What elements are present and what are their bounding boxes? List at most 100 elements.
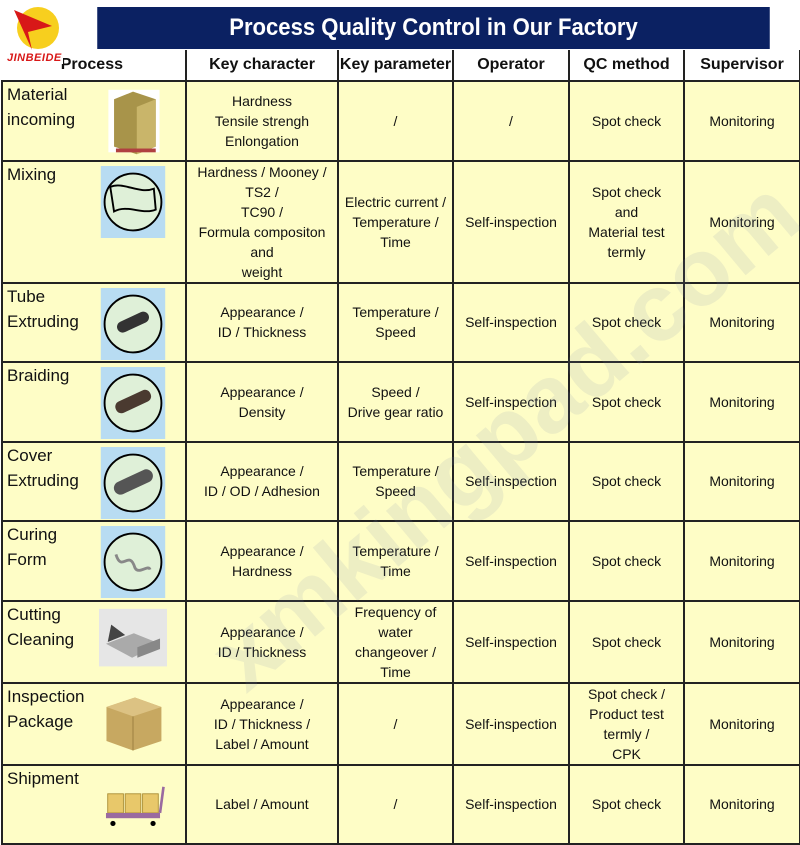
operator-line: Self-inspection: [465, 213, 557, 230]
key-parameter-line: /: [393, 112, 398, 129]
key-character-line: Appearance /: [220, 383, 304, 400]
qc-method-cell: Spot check: [568, 281, 685, 363]
qc-method-line: Spot check: [591, 633, 662, 650]
key-character-cell: Appearance / Density: [185, 361, 339, 443]
key-parameter-cell: Temperature / Time: [337, 520, 454, 602]
key-parameter-line: Time: [380, 663, 411, 680]
key-character-cell: Appearance / ID / OD / Adhesion: [185, 440, 339, 522]
operator-cell: Self-inspection: [452, 281, 570, 363]
key-parameter-line: Temperature /: [352, 304, 439, 321]
key-character-line: Tensile strengh: [214, 112, 310, 129]
pallet-boxes-icon: [108, 89, 160, 155]
table-row: Mixing Hardness / Mooney / TS2 / TC90 / For…: [1, 159, 800, 284]
tube-icon: [100, 287, 166, 360]
key-character-cell: Hardness Tensile strengh Enlongation: [185, 80, 339, 162]
qc-method-cell: Spot check: [568, 763, 685, 845]
key-parameter-line: Temperature /: [352, 213, 439, 230]
operator-cell: Self-inspection: [452, 681, 570, 766]
process-cell: Mixing: [1, 159, 187, 284]
operator-line: Self-inspection: [465, 633, 557, 650]
key-character-line: Appearance /: [220, 623, 304, 640]
qc-method-line: CPK: [612, 745, 641, 762]
process-cell: Shipment: [1, 763, 187, 845]
key-character-line: Label / Amount: [215, 796, 309, 813]
table-row: Shipment Label / Amount / Self-inspection Sp…: [1, 763, 800, 845]
key-character-line: ID / Thickness: [217, 324, 307, 341]
qc-method-cell: Spot check: [568, 440, 685, 522]
operator-cell: Self-inspection: [452, 159, 570, 284]
supervisor-cell: Monitoring: [683, 281, 800, 363]
key-character-cell: Appearance / ID / Thickness / Label / Amou…: [185, 681, 339, 766]
key-parameter-cell: Temperature / Speed: [337, 281, 454, 363]
key-character-line: Appearance /: [220, 304, 304, 321]
header-supervisor: Supervisor: [683, 50, 800, 82]
process-name: Cover Extruding: [7, 445, 79, 490]
key-parameter-line: Time: [380, 562, 411, 579]
supervisor-cell: Monitoring: [683, 763, 800, 845]
header-row: Process Key character Key parameter Oper…: [2, 50, 800, 82]
key-character-line: Appearance /: [220, 542, 304, 559]
process-name: Material incoming: [7, 85, 76, 129]
logo-text: JINBEIDE: [6, 52, 63, 64]
operator-line: Self-inspection: [465, 393, 557, 410]
cutter-icon: [99, 608, 167, 666]
qc-method-line: and: [614, 203, 639, 220]
carton-box-icon: [106, 696, 162, 751]
key-character-line: Appearance /: [220, 695, 304, 712]
qc-method-line: Material test termly: [588, 223, 665, 260]
process-cell: Cutting Cleaning: [1, 599, 187, 684]
supervisor-cell: Monitoring: [683, 159, 800, 284]
key-parameter-line: Speed: [375, 483, 416, 500]
qc-method-line: Spot check: [591, 473, 662, 490]
qc-method-cell: Spot check: [568, 520, 685, 602]
table-row: Curing Form Appearance / Hardness Temperatu…: [1, 520, 800, 602]
key-character-line: Appearance /: [220, 463, 304, 480]
key-character-line: Enlongation: [225, 132, 299, 149]
process-name: Shipment: [7, 768, 79, 788]
key-parameter-line: Electric current /: [344, 193, 447, 210]
key-character-cell: Appearance / Hardness: [185, 520, 339, 602]
operator-cell: /: [452, 80, 570, 162]
key-character-line: Hardness: [232, 92, 292, 109]
header-key-character: Key character: [185, 50, 339, 82]
header-qc-method: QC method: [568, 50, 685, 82]
key-character-cell: Label / Amount: [185, 763, 339, 845]
operator-line: Self-inspection: [465, 796, 557, 813]
key-parameter-line: Time: [380, 233, 411, 250]
supervisor-cell: Monitoring: [683, 361, 800, 443]
process-cell: Inspection Package: [1, 681, 187, 766]
operator-cell: Self-inspection: [452, 520, 570, 602]
key-parameter-cell: /: [337, 80, 454, 162]
key-character-cell: Hardness / Mooney / TS2 / TC90 / Formula c…: [185, 159, 339, 284]
header-key-parameter: Key parameter: [337, 50, 454, 82]
table-row: Tube Extruding Appearance / ID / Thickness…: [1, 281, 800, 363]
key-parameter-cell: Frequency of water changeover / Time: [337, 599, 454, 684]
header-operator: Operator: [452, 50, 570, 82]
supervisor-cell: Monitoring: [683, 80, 800, 162]
qc-method-cell: Spot check and Material test termly: [568, 159, 685, 284]
qc-method-cell: Spot check: [568, 599, 685, 684]
key-parameter-cell: Electric current / Temperature / Time: [337, 159, 454, 284]
qc-method-line: Product test termly /: [589, 705, 664, 742]
operator-cell: Self-inspection: [452, 440, 570, 522]
key-character-line: weight: [241, 263, 283, 280]
supervisor-cell: Monitoring: [683, 520, 800, 602]
key-character-line: ID / OD / Adhesion: [204, 483, 320, 500]
operator-line: Self-inspection: [465, 552, 557, 569]
process-name: Mixing: [7, 164, 57, 184]
key-parameter-line: Speed /: [371, 383, 420, 400]
process-name: Tube Extruding: [7, 286, 79, 331]
process-cell: Tube Extruding: [1, 281, 187, 363]
qc-method-line: Spot check: [591, 112, 662, 129]
key-parameter-line: changeover /: [355, 643, 436, 660]
key-parameter-line: Temperature /: [352, 542, 439, 559]
table-row: Cover Extruding Appearance / ID / OD / Adh…: [1, 440, 800, 522]
key-character-line: Density: [238, 403, 286, 420]
operator-cell: Self-inspection: [452, 599, 570, 684]
process-name: Inspection Package: [7, 686, 85, 731]
operator-cell: Self-inspection: [452, 763, 570, 845]
table-row: Inspection Package Appearance / ID / Thick…: [1, 681, 800, 766]
table-row: Material incoming Hardness Tensile strengh…: [1, 80, 800, 162]
qc-method-line: Spot check: [591, 314, 662, 331]
key-character-line: Hardness: [232, 562, 292, 579]
